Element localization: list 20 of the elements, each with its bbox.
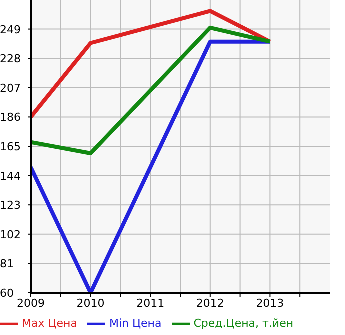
y-tick-label: 144 xyxy=(0,170,21,183)
legend-label: Сред.Цена, т.йен xyxy=(194,317,294,330)
y-tick-label: 186 xyxy=(0,111,21,124)
y-tick-label: 249 xyxy=(0,23,21,36)
legend-label: Min Цена xyxy=(109,317,162,330)
y-tick-label: 165 xyxy=(0,140,21,154)
x-tick-label: 2009 xyxy=(17,296,45,310)
x-tick-label: 2011 xyxy=(136,296,165,310)
y-tick-label: 123 xyxy=(0,199,21,212)
y-tick-label: 102 xyxy=(0,228,21,242)
line-series xyxy=(31,9,272,120)
x-tick-label: 2012 xyxy=(196,296,224,310)
line-series xyxy=(31,26,272,156)
y-tick-label: 207 xyxy=(0,82,21,95)
y-tick-label: 228 xyxy=(0,52,21,66)
x-tick-label: 2010 xyxy=(76,296,105,310)
x-tick-label: 2013 xyxy=(256,296,284,310)
y-tick-label: 81 xyxy=(0,258,14,271)
legend-label: Max Цена xyxy=(22,317,78,330)
y-tick-label: 60 xyxy=(0,287,14,300)
